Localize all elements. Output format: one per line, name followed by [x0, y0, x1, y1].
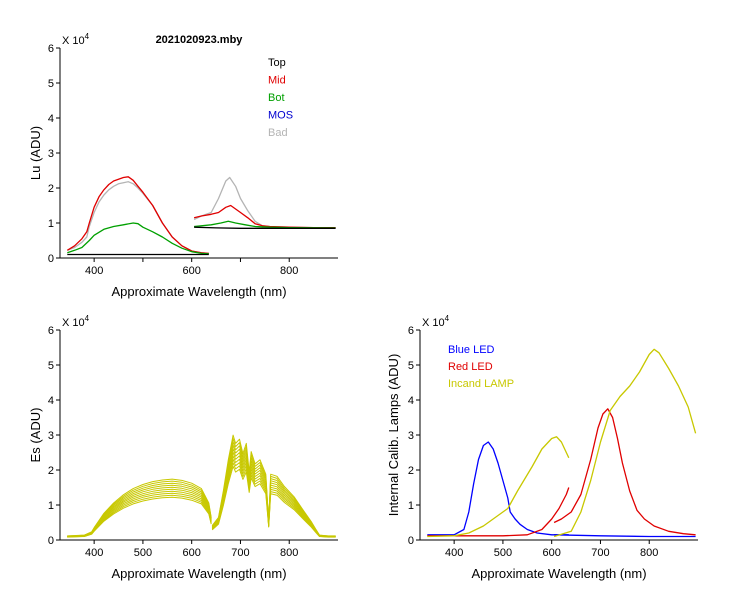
- y-tick-label: 3: [408, 430, 414, 442]
- x-tick-label: 800: [280, 547, 298, 559]
- y-tick-label: 2: [48, 465, 54, 477]
- y-tick-label: 0: [48, 253, 54, 265]
- series-line-red-led-1: [553, 408, 696, 536]
- x-tick-label: 800: [280, 265, 298, 277]
- x-tick-label: 400: [445, 547, 463, 559]
- plot-area-lu: [66, 176, 336, 256]
- legend-entry-incand-lamp: Incand LAMP: [448, 378, 514, 390]
- y-tick-label: 4: [408, 395, 414, 407]
- x-axis-label: Approximate Wavelength (nm): [471, 566, 646, 581]
- x-tick-label: 600: [183, 265, 201, 277]
- y-tick-label: 6: [48, 43, 54, 55]
- series-line-blue-led-0: [427, 441, 569, 536]
- y-multiplier-exponent: 4: [85, 314, 90, 323]
- y-tick-label: 6: [48, 325, 54, 337]
- chart-title: 2021020923.mby: [156, 34, 244, 46]
- legend-entry-top: Top: [268, 57, 286, 69]
- series-line-blue-led-1: [554, 534, 696, 538]
- y-axis-label: Internal Calib. Lamps (ADU): [386, 354, 401, 517]
- y-tick-label: 1: [48, 500, 54, 512]
- y-tick-label: 3: [48, 148, 54, 160]
- y-tick-label: 0: [408, 535, 414, 547]
- x-tick-label: 400: [85, 265, 103, 277]
- y-tick-label: 4: [48, 395, 54, 407]
- series-line-mid-0: [66, 176, 209, 255]
- series-line-red-led-0: [427, 487, 570, 537]
- plot-area-es: [67, 434, 336, 538]
- series-line-es-0-9: [67, 478, 212, 537]
- y-multiplier: X 104: [422, 314, 450, 329]
- series-line-bot-1: [194, 220, 336, 229]
- legend-entry-mid: Mid: [268, 75, 286, 87]
- series-line-top-1: [194, 226, 336, 229]
- x-tick-label: 700: [591, 547, 609, 559]
- y-axis-label: Lu (ADU): [28, 126, 43, 180]
- y-multiplier: X 104: [62, 314, 90, 329]
- x-tick-label: 400: [85, 547, 103, 559]
- series-line-incand-lamp-1: [553, 348, 697, 538]
- legend-entry-mos: MOS: [268, 110, 293, 122]
- legend-entry-bot: Bot: [268, 92, 285, 104]
- x-axis-label: Approximate Wavelength (nm): [111, 566, 286, 581]
- x-tick-label: 600: [183, 547, 201, 559]
- chart-lamps: 400 500 600 700 800 0 1 2 3 4 5 6 X 104 Approximate W…: [386, 314, 698, 581]
- legend-entry-red-led: Red LED: [448, 361, 493, 373]
- series-line-es-0-0: [67, 496, 212, 538]
- legend-entry-bad: Bad: [268, 127, 288, 139]
- y-tick-label: 4: [48, 113, 54, 125]
- y-tick-label: 5: [408, 360, 414, 372]
- y-tick-label: 5: [48, 78, 54, 90]
- series-line-bot-0: [67, 222, 209, 255]
- chart-lu: 400 600 800 0 1 2 3 4 5 6 X 104 2021020923.mby Appro…: [28, 32, 338, 299]
- series-line-es-1-9: [211, 434, 336, 537]
- y-multiplier-exponent: 4: [85, 32, 90, 41]
- y-multiplier: X 104: [62, 32, 90, 47]
- y-tick-label: 2: [408, 465, 414, 477]
- x-tick-label: 500: [134, 547, 152, 559]
- series-line-es-0-1: [67, 494, 212, 538]
- y-tick-label: 5: [48, 360, 54, 372]
- x-tick-label: 600: [543, 547, 561, 559]
- plot-area-lamps: [427, 348, 697, 538]
- chart-es: 400 500 600 700 800 0 1 2 3 4 5 6 X 104 Approximate W…: [28, 314, 338, 581]
- y-tick-label: 0: [48, 535, 54, 547]
- legend-entry-blue-led: Blue LED: [448, 344, 495, 356]
- y-tick-label: 1: [408, 500, 414, 512]
- y-multiplier-exponent: 4: [445, 314, 450, 323]
- x-tick-label: 500: [494, 547, 512, 559]
- y-tick-label: 3: [48, 430, 54, 442]
- series-line-bad-0: [67, 181, 209, 255]
- x-tick-label: 700: [231, 547, 249, 559]
- y-axis-label: Es (ADU): [28, 408, 43, 463]
- x-tick-label: 800: [640, 547, 658, 559]
- x-axis-label: Approximate Wavelength (nm): [111, 284, 286, 299]
- series-line-bad-1: [193, 176, 336, 229]
- y-tick-label: 1: [48, 218, 54, 230]
- y-tick-label: 6: [408, 325, 414, 337]
- series-line-incand-lamp-0: [427, 436, 570, 538]
- y-tick-label: 2: [48, 183, 54, 195]
